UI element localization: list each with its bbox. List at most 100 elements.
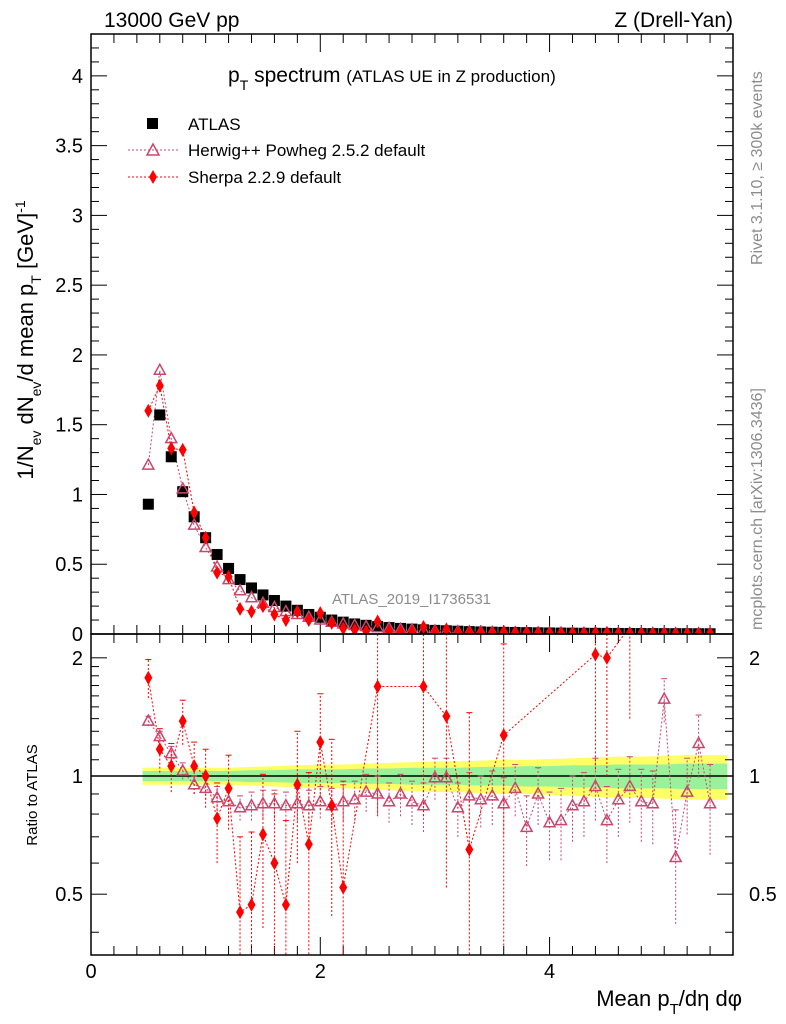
herwig-ratio-point [279, 798, 293, 811]
herwig-ratio-point [496, 796, 511, 809]
ratio-uncertainty-band [91, 755, 733, 800]
herwig-ratio-point [267, 796, 282, 809]
x-axis-label: Mean pT/dη dφ [596, 986, 742, 1018]
herwig-ratio-point [462, 788, 477, 801]
atlas-point [177, 486, 189, 498]
sherpa-point [281, 613, 290, 628]
herwig-ratio-point [691, 735, 706, 749]
herwig-ratio-point [554, 813, 568, 826]
sherpa-point [625, 626, 634, 634]
sherpa-point [557, 626, 566, 634]
sherpa-point [602, 625, 611, 634]
sherpa-point [591, 625, 600, 634]
sherpa-point [144, 403, 153, 418]
sherpa-ratio-point [201, 769, 210, 784]
sherpa-point [511, 625, 520, 634]
sherpa-point [648, 626, 657, 634]
sherpa-point [522, 625, 531, 634]
x-tick-label: 4 [544, 961, 555, 983]
ratio-plot-area [141, 634, 717, 955]
ratio-y-tick-label-right: 0.5 [749, 884, 777, 906]
sherpa-point [155, 378, 164, 393]
mcplots-label: mcplots.cern.ch [arXiv:1306.3436] [749, 388, 766, 630]
ratio-y-tick-label: 1 [72, 766, 83, 788]
atlas-point [234, 574, 246, 586]
herwig-line [147, 370, 711, 634]
sherpa-ratio-point [213, 811, 222, 826]
process-label: Z (Drell-Yan) [614, 9, 733, 32]
herwig-ratio-point [439, 770, 454, 783]
x-tick-label: 0 [85, 961, 96, 983]
herwig-ratio-point [485, 788, 500, 801]
sherpa-point [270, 607, 279, 622]
main-y-tick-label: 1 [72, 484, 83, 506]
sherpa-point [396, 624, 405, 634]
legend-label-atlas: ATLAS [188, 115, 241, 134]
herwig-ratio-point [210, 790, 224, 803]
herwig-ratio-point [428, 770, 442, 783]
sherpa-point [579, 626, 588, 634]
sherpa-point [568, 626, 577, 634]
herwig-ratio-point [405, 794, 419, 807]
sherpa-ratio-point [190, 759, 199, 774]
sherpa-point [614, 626, 623, 634]
atlas-point [165, 451, 177, 463]
sherpa-ratio-point [327, 798, 336, 813]
sherpa-point [178, 442, 187, 457]
ratio-y-tick-label-right: 2 [749, 648, 760, 670]
herwig-ratio-point [221, 794, 236, 807]
herwig-ratio-point [416, 798, 431, 811]
herwig-point [198, 539, 213, 553]
sherpa-point [339, 621, 348, 634]
sherpa-ratio-point [373, 679, 382, 694]
sherpa-point [190, 505, 199, 520]
herwig-point [370, 620, 385, 633]
ratio-y-tick-label: 0.5 [55, 884, 83, 906]
main-axis-ticks: 0 0.5 1 1.5 2 2.5 3 3.5 4 [55, 34, 734, 646]
herwig-ratio-point [370, 786, 385, 799]
sherpa-point [236, 601, 245, 616]
rivet-label: Rivet 3.1.10, ≥ 300k events [749, 71, 766, 265]
herwig-ratio-point [175, 763, 190, 776]
herwig-ratio-point [531, 786, 545, 799]
main-y-tick-label: 1.5 [55, 415, 83, 437]
herwig-ratio-point [680, 784, 694, 797]
legend: ATLAS Herwig++ Powheg 2.5.2 default Sher… [128, 115, 425, 187]
sherpa-point [442, 622, 451, 634]
herwig-ratio-point [164, 746, 179, 759]
herwig-point [233, 583, 247, 596]
herwig-ratio-point [634, 794, 649, 807]
sherpa-point [408, 624, 416, 634]
sherpa-point [419, 620, 428, 634]
legend-marker-herwig [145, 142, 161, 156]
legend-marker-sherpa [149, 170, 157, 184]
sherpa-ratio-point [419, 679, 428, 694]
sherpa-point [304, 613, 313, 628]
legend-label-sherpa: Sherpa 2.2.9 default [188, 168, 341, 187]
sherpa-point [350, 622, 359, 634]
herwig-ratio-point [623, 779, 637, 792]
sherpa-point [671, 626, 680, 634]
sherpa-point [660, 626, 669, 634]
sherpa-ratio-point [293, 777, 302, 792]
ratio-frame [90, 633, 734, 956]
herwig-ratio-point [645, 796, 660, 809]
sherpa-point [385, 624, 394, 634]
sherpa-ratio-point [304, 837, 313, 852]
main-plot-area [141, 362, 716, 634]
atlas-point [246, 582, 257, 594]
herwig-ratio-point [302, 798, 316, 811]
sherpa-ratio-point [236, 905, 245, 920]
sherpa-point [694, 626, 703, 634]
energy-label: 13000 GeV pp [104, 9, 239, 32]
main-y-tick-label: 0.5 [55, 554, 83, 576]
legend-marker-atlas [147, 118, 158, 129]
main-y-tick-label: 3.5 [55, 136, 83, 158]
sherpa-point [430, 624, 439, 634]
sherpa-ratio-point [465, 842, 474, 857]
sherpa-point [453, 625, 462, 634]
herwig-point [164, 431, 179, 444]
sherpa-ratio-point [591, 647, 600, 662]
sherpa-ratio-point [270, 856, 279, 871]
